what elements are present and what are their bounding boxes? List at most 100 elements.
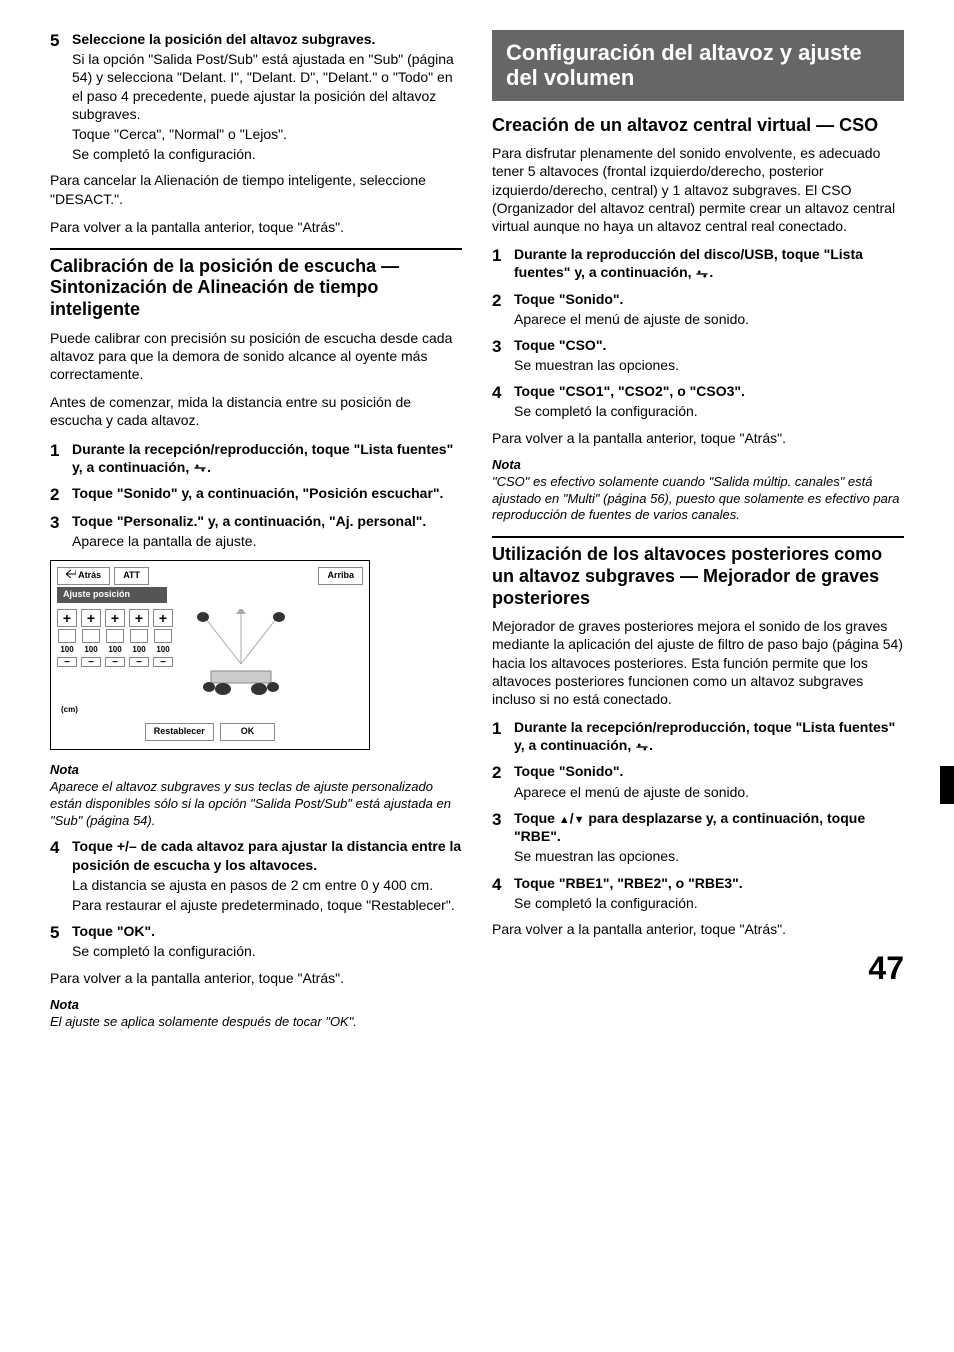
step-number: 1 [492,718,514,756]
section-rule [50,248,462,250]
speaker-icon [82,629,100,643]
section-rule [492,536,904,538]
step-title: Seleccione la posición del altavoz subgr… [72,30,462,48]
step-body: Seleccione la posición del altavoz subgr… [72,30,462,165]
back-label: Atrás [78,570,101,580]
figure-top-button: Arriba [318,567,363,585]
figure-bottom-buttons: Restablecer OK [51,719,369,749]
page-tab-marker [940,766,954,804]
step-text: Se completó la configuración. [72,942,462,960]
step-title: Toque "CSO". [514,336,904,354]
calibration-step-5: 5 Toque "OK". Se completó la configuraci… [50,922,462,962]
down-arrow-icon [574,810,585,826]
step-title: Durante la recepción/reproducción, toque… [514,718,904,754]
note-text: Aparece el altavoz subgraves y sus tecla… [50,779,462,830]
step-text: Si la opción "Salida Post/Sub" está ajus… [72,50,462,123]
speaker-icon [154,629,172,643]
step-5-subwoofer: 5 Seleccione la posición del altavoz sub… [50,30,462,165]
adjustment-screen-figure: Atrás ATT Arriba Ajuste posición +100 − +… [50,560,370,749]
step-number: 3 [50,512,72,552]
step-body: Toque "Personaliz." y, a continuación, "… [72,512,462,552]
step-title: Toque "OK". [72,922,462,940]
step-text: Para restaurar el ajuste predeterminado,… [72,896,462,914]
figure-toolbar: Atrás ATT Arriba [51,561,369,587]
step-body: Toque / para desplazarse y, a continuaci… [514,809,904,868]
step-number: 1 [492,245,514,283]
step-number: 5 [50,922,72,962]
paragraph: Para volver a la pantalla anterior, toqu… [50,969,462,987]
right-column: Configuración del altavoz y ajuste del v… [492,30,904,1039]
cso-step-4: 4 Toque "CSO1", "CSO2", o "CSO3". Se com… [492,382,904,422]
slider-value: 100 [156,645,169,655]
figure-body: +100− +100− +100− +100− +100− [51,603,369,705]
step-text: Toque "Cerca", "Normal" o "Lejos". [72,125,462,143]
cso-step-3: 3 Toque "CSO". Se muestran las opciones. [492,336,904,376]
slider-value: 100 [60,645,73,655]
plus-button: + [153,609,173,627]
step-number: 4 [50,837,72,916]
step-title-text: Durante la recepción/reproducción, toque… [514,719,895,753]
paragraph: Para volver a la pantalla anterior, toqu… [492,429,904,447]
step-body: Toque "Sonido" y, a continuación, "Posic… [72,484,462,506]
paragraph: Para cancelar la Alienación de tiempo in… [50,171,462,207]
paragraph: Para volver a la pantalla anterior, toqu… [492,920,904,938]
step-body: Toque "Sonido". Aparece el menú de ajust… [514,290,904,330]
step-text: Se muestran las opciones. [514,847,904,865]
plus-button: + [105,609,125,627]
note-label: Nota [492,457,904,474]
rbe-step-4: 4 Toque "RBE1", "RBE2", o "RBE3". Se com… [492,874,904,914]
step-body: Durante la reproducción del disco/USB, t… [514,245,904,283]
plus-button: + [81,609,101,627]
section-header-title: Configuración del altavoz y ajuste del v… [506,40,890,91]
step-body: Toque "OK". Se completó la configuración… [72,922,462,962]
settings-icon [695,269,709,279]
step-title-text: Durante la recepción/reproducción, toque… [72,441,453,475]
figure-reset-button: Restablecer [145,723,214,741]
section-heading-calibration: Calibración de la posición de escucha — … [50,256,462,321]
step-number: 2 [492,290,514,330]
step-title: Toque / para desplazarse y, a continuaci… [514,809,904,845]
minus-button: − [57,657,77,667]
up-arrow-icon [559,810,570,826]
step-title: Toque "RBE1", "RBE2", o "RBE3". [514,874,904,892]
car-diagram-icon [181,609,301,699]
page-number: 47 [492,948,904,990]
step-body: Toque "Sonido". Aparece el menú de ajust… [514,762,904,802]
step-body: Toque "RBE1", "RBE2", o "RBE3". Se compl… [514,874,904,914]
step-number: 2 [50,484,72,506]
note-text: El ajuste se aplica solamente después de… [50,1014,462,1031]
minus-button: − [105,657,125,667]
plus-button: + [57,609,77,627]
step-text: Se completó la configuración. [514,402,904,420]
calibration-step-2: 2 Toque "Sonido" y, a continuación, "Pos… [50,484,462,506]
step-text: La distancia se ajusta en pasos de 2 cm … [72,876,462,894]
step-number: 2 [492,762,514,802]
step-text: Se muestran las opciones. [514,356,904,374]
note-text: "CSO" es efectivo solamente cuando "Sali… [492,474,904,525]
step-title: Toque "CSO1", "CSO2", o "CSO3". [514,382,904,400]
calibration-step-4: 4 Toque +/– de cada altavoz para ajustar… [50,837,462,916]
section-heading-rbe: Utilización de los altavoces posteriores… [492,544,904,609]
step-number: 4 [492,382,514,422]
step-body: Durante la recepción/reproducción, toque… [514,718,904,756]
step-text: Se completó la configuración. [72,145,462,163]
step-body: Toque "CSO1", "CSO2", o "CSO3". Se compl… [514,382,904,422]
section-heading-cso: Creación de un altavoz central virtual —… [492,115,904,137]
step-number: 4 [492,874,514,914]
step-title: Toque "Personaliz." y, a continuación, "… [72,512,462,530]
figure-att-button: ATT [114,567,149,585]
page-content: 5 Seleccione la posición del altavoz sub… [50,30,904,1039]
figure-tab-label: Ajuste posición [57,587,167,603]
step-title: Toque "Sonido" y, a continuación, "Posic… [72,484,462,502]
speaker-icon [106,629,124,643]
minus-button: − [153,657,173,667]
slider-value: 100 [108,645,121,655]
settings-icon [635,742,649,752]
step-number: 5 [50,30,72,165]
note-label: Nota [50,997,462,1014]
step-number: 1 [50,440,72,478]
speaker-icon [58,629,76,643]
step-number: 3 [492,809,514,868]
step-title: Durante la recepción/reproducción, toque… [72,440,462,476]
cso-step-2: 2 Toque "Sonido". Aparece el menú de aju… [492,290,904,330]
